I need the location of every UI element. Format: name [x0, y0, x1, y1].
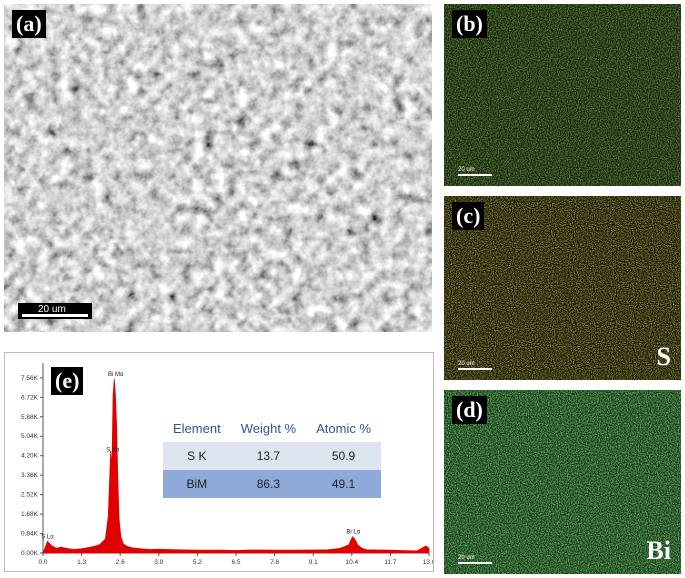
- table-cell: 50.9: [306, 442, 382, 470]
- scale-bar-d: 20 um: [458, 555, 492, 564]
- peak-annotation: S Lα: [41, 534, 54, 540]
- x-tick-label: 1.3: [77, 559, 86, 566]
- spectrum-series-area: [42, 379, 430, 554]
- y-tick-label: 0.84K: [21, 531, 39, 538]
- x-tick-label: 10.4: [345, 559, 358, 566]
- scale-bar-c: 20 um: [458, 361, 492, 370]
- y-tick-label: 5.04K: [21, 433, 39, 440]
- eds-map-panel-d: (d) Bi 20 um: [444, 390, 681, 574]
- scale-bar-text-a: 20 um: [38, 304, 66, 315]
- x-tick-label: 7.8: [270, 559, 279, 566]
- sem-image: [4, 4, 432, 332]
- scale-bar-text-b: 20 um: [458, 167, 475, 173]
- y-tick-label: 2.52K: [21, 492, 39, 499]
- table-cell: S K: [163, 442, 231, 470]
- panel-label-e: (e): [51, 367, 84, 395]
- y-tick-label: 7.56K: [21, 375, 39, 382]
- element-label-bi: Bi: [646, 536, 671, 565]
- y-tick-label: 5.88K: [21, 414, 39, 421]
- eds-map-panel-c: (c) S 20 um: [444, 196, 681, 380]
- table-header-cell: Element: [173, 421, 221, 436]
- panel-label-b: (b): [452, 10, 487, 38]
- table-header-cell: Weight %: [240, 421, 297, 436]
- x-tick-label: 5.2: [193, 559, 202, 566]
- peak-annotation: Bi Mα: [108, 372, 124, 378]
- scale-bar-a: 20 um: [18, 303, 92, 319]
- table-header-row: Element Weight % Atomic %: [163, 415, 381, 442]
- x-tick-label: 11.7: [384, 559, 397, 566]
- sem-image-panel: (a) 20 um: [4, 4, 432, 332]
- y-tick-label: 1.68K: [21, 511, 39, 518]
- table-cell: 13.7: [230, 442, 307, 470]
- x-tick-label: 9.1: [309, 559, 318, 566]
- x-tick-label: 0.0: [38, 559, 47, 566]
- panel-label-d: (d): [452, 396, 487, 424]
- x-tick-label: 13.0: [423, 559, 433, 566]
- y-tick-label: 4.20K: [21, 453, 39, 460]
- table-cell: 49.1: [306, 470, 382, 498]
- scale-bar-b: 20 um: [458, 167, 492, 176]
- peak-annotation: S Kα: [106, 447, 120, 453]
- panel-label-c: (c): [452, 202, 485, 230]
- table-row: S K 13.7 50.9: [163, 442, 382, 470]
- y-tick-label: 6.72K: [21, 394, 39, 401]
- x-tick-label: 3.9: [154, 559, 163, 566]
- peak-annotation: Bi Lα: [346, 530, 360, 536]
- element-label-s: S: [656, 342, 671, 371]
- y-tick-label: 0.00K: [21, 550, 39, 557]
- eds-spectrum-panel: 0.00K 0.84K 1.68K 2.52K 3.36K 4.20K 5.04K 5.88K…: [4, 352, 434, 572]
- table-cell: 86.3: [230, 470, 307, 498]
- panel-label-a: (a): [12, 10, 46, 38]
- y-tick-label: 3.36K: [21, 472, 39, 479]
- eds-spectrum-chart: 0.00K 0.84K 1.68K 2.52K 3.36K 4.20K 5.04K 5.88K…: [21, 363, 433, 566]
- x-tick-label: 6.5: [231, 559, 240, 566]
- table-row: BiM 86.3 49.1: [163, 470, 382, 498]
- table-header-cell: Atomic %: [316, 421, 372, 436]
- eds-map-panel-b: (b) 20 um: [444, 4, 681, 186]
- scale-bar-text-d: 20 um: [458, 555, 475, 561]
- scale-bar-text-c: 20 um: [458, 361, 475, 367]
- table-cell: BiM: [163, 470, 231, 498]
- eds-composition-table: Element Weight % Atomic % S K 13.7 50.9 BiM 86…: [163, 415, 382, 498]
- x-tick-label: 2.6: [116, 559, 125, 566]
